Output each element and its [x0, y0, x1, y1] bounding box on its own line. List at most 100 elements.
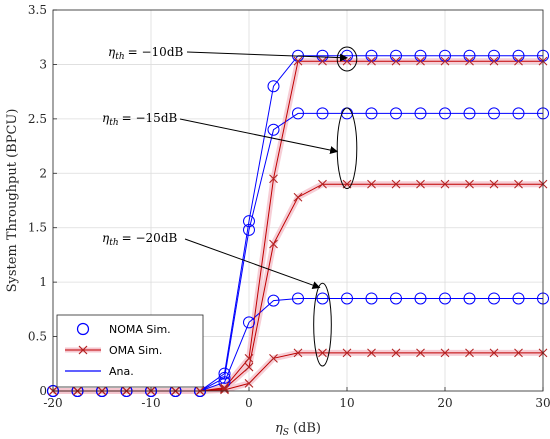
oma-marker-stroke	[367, 56, 376, 66]
oma-marker	[367, 348, 376, 358]
oma-marker	[367, 179, 376, 189]
oma-marker	[220, 384, 229, 394]
oma-marker	[342, 348, 352, 358]
annotation-symbol: η	[102, 231, 110, 245]
oma-marker	[318, 179, 327, 189]
oma-marker	[514, 56, 523, 66]
x-axis-unit: (dB)	[293, 421, 321, 436]
noma-marker	[414, 292, 427, 305]
legend-circle-icon	[76, 322, 90, 336]
oma-marker-stroke	[367, 348, 376, 358]
oma-marker	[391, 348, 401, 358]
oma-marker-stroke	[440, 348, 450, 358]
noma-marker	[390, 292, 402, 305]
oma-marker-stroke	[465, 56, 474, 66]
oma-marker-stroke	[514, 179, 523, 189]
x-tick-label: 20	[437, 396, 452, 410]
oma-marker-stroke	[489, 348, 499, 358]
annotation-value: = −20dB	[122, 231, 178, 245]
oma-marker	[318, 348, 327, 358]
oma-marker	[465, 179, 474, 189]
oma-marker-stroke	[391, 56, 401, 66]
oma-marker-stroke	[465, 348, 474, 358]
annotation-value: = −15dB	[122, 111, 178, 125]
legend-item: Ana.	[65, 365, 134, 378]
oma-marker	[244, 353, 254, 363]
y-tick-label: 3	[39, 57, 47, 71]
noma-marker	[512, 292, 525, 305]
noma-marker	[218, 371, 231, 384]
noma-marker	[414, 107, 427, 120]
oma-marker	[367, 56, 376, 66]
oma-marker	[416, 348, 425, 358]
oma-marker-stroke	[367, 179, 376, 189]
y-tick-label: 1.5	[28, 221, 47, 235]
oma-marker-stroke	[514, 56, 523, 66]
oma-marker-stroke	[391, 179, 401, 189]
tick-labels: -20 -10 0 10 20 30 0 0.5 1 1.5 2 2.5 3 3.5	[28, 3, 550, 410]
noma-marker	[341, 292, 353, 305]
noma-marker	[243, 316, 255, 329]
oma-marker	[465, 348, 474, 358]
oma-marker	[514, 348, 523, 358]
oma-marker	[244, 378, 254, 388]
noma-marker	[512, 107, 525, 120]
noma-marker	[365, 292, 378, 305]
annotation-symbol: η	[102, 111, 110, 125]
oma-marker-stroke	[293, 348, 303, 358]
oma-marker	[318, 56, 327, 66]
oma-marker	[440, 348, 450, 358]
oma-marker	[391, 179, 401, 189]
annotation-subscript: th	[109, 238, 118, 248]
oma-marker-stroke	[220, 384, 229, 394]
noma-marker	[292, 107, 304, 120]
oma-marker	[220, 383, 229, 393]
oma-marker-stroke	[489, 179, 499, 189]
noma-marker	[316, 292, 329, 305]
oma-marker-stroke	[269, 174, 278, 184]
oma-marker	[440, 179, 450, 189]
group-ellipse	[336, 46, 358, 72]
oma-marker	[440, 56, 450, 66]
oma-marker	[244, 362, 254, 372]
oma-marker	[465, 56, 474, 66]
noma-marker	[316, 107, 329, 120]
oma-marker-stroke	[318, 56, 327, 66]
noma-marker	[267, 294, 280, 307]
group-ellipse	[313, 282, 332, 367]
y-tick-label: 2	[39, 166, 47, 180]
noma-marker	[365, 107, 378, 120]
annotation-symbol: η	[108, 45, 116, 59]
oma-marker-stroke	[220, 383, 229, 393]
annotation-label: ηth = −10dB	[108, 45, 184, 62]
noma-marker	[488, 292, 500, 305]
oma-marker-stroke	[318, 179, 327, 189]
x-tick-label: 30	[535, 396, 550, 410]
x-tick-label: 10	[339, 396, 354, 410]
oma-marker	[269, 239, 278, 249]
x-axis-label: ηS (dB)	[275, 421, 321, 438]
annotation-label: ηth = −20dB	[102, 231, 178, 248]
oma-marker-stroke	[416, 179, 425, 189]
noma-marker	[463, 292, 476, 305]
oma-marker-stroke	[440, 56, 450, 66]
oma-marker-stroke	[293, 56, 303, 66]
legend-label: OMA Sim.	[109, 344, 162, 357]
noma-marker	[267, 80, 280, 93]
oma-marker-stroke	[293, 192, 303, 202]
x-axis-symbol: η	[275, 421, 283, 436]
y-tick-label: 0.5	[28, 330, 47, 344]
oma-marker	[391, 56, 401, 66]
annotation-arrow	[179, 118, 339, 155]
annotation-value: = −10dB	[128, 45, 184, 59]
y-tick-label: 2.5	[28, 112, 47, 126]
legend: NOMA Sim. OMA Sim. Ana.	[56, 314, 204, 388]
noma-marker	[292, 292, 304, 305]
oma-marker	[293, 56, 303, 66]
annotation-arrow	[184, 238, 321, 289]
y-axis-label: System Throughput (BPCU)	[5, 109, 20, 293]
legend-cross-stroke	[78, 345, 88, 355]
oma-marker-stroke	[269, 239, 278, 249]
noma-marker	[439, 292, 451, 305]
y-tick-label: 3.5	[28, 3, 47, 17]
